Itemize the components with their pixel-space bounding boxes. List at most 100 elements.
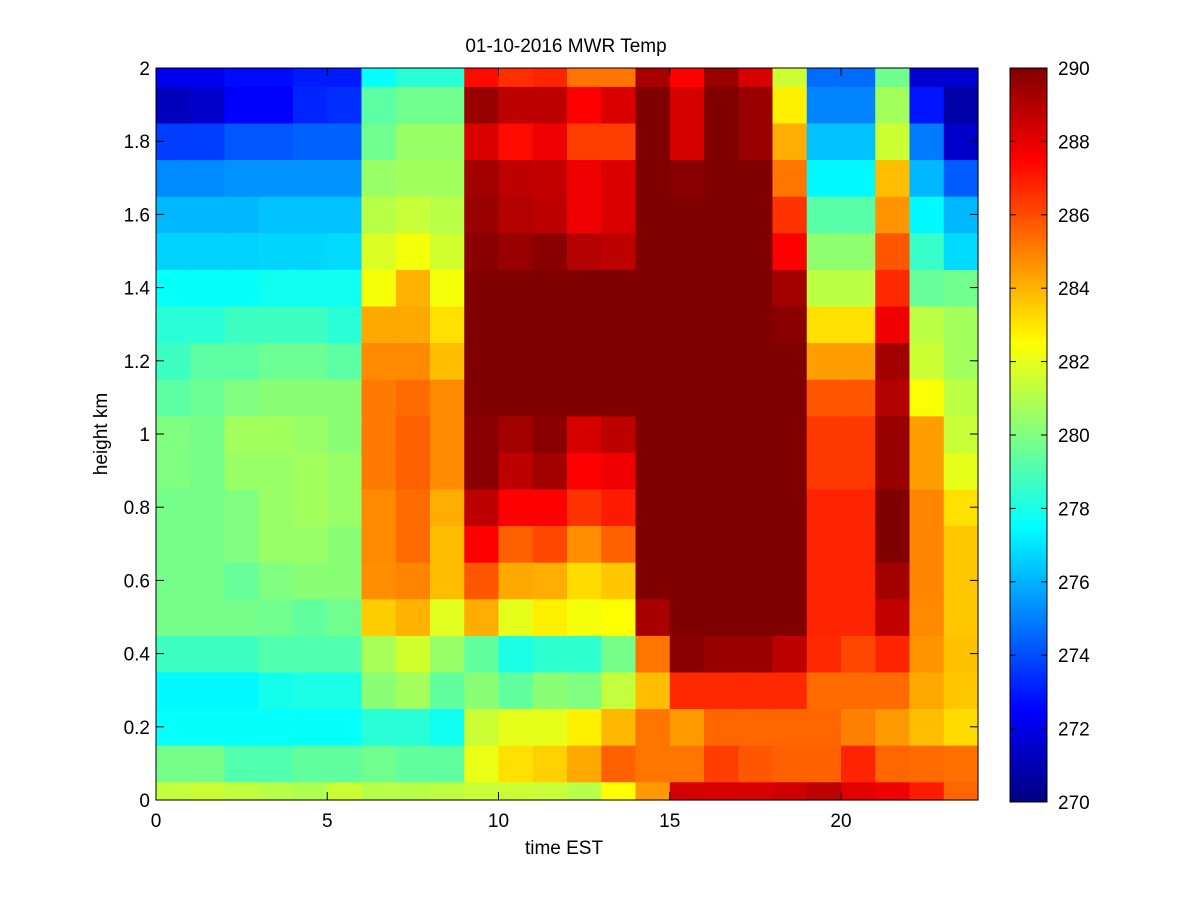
heatmap-cell [532, 781, 568, 801]
heatmap-cell [361, 305, 397, 344]
heatmap-cell [464, 159, 500, 197]
heatmap-cell [395, 122, 431, 161]
heatmap-cell [190, 232, 226, 270]
heatmap-cell [224, 196, 260, 234]
heatmap-cell [601, 598, 637, 636]
heatmap-cell [635, 671, 671, 710]
heatmap-cell [806, 196, 842, 234]
heatmap-cell [224, 525, 260, 563]
heatmap-cell [156, 781, 191, 801]
heatmap-cell [943, 232, 979, 270]
heatmap-cell [738, 68, 774, 87]
heatmap-cell [532, 452, 568, 490]
heatmap-cell [669, 525, 705, 563]
heatmap-cell [430, 708, 465, 746]
heatmap-cell [361, 708, 397, 746]
heatmap-cell [875, 745, 911, 783]
heatmap-cell [772, 342, 808, 380]
heatmap-cell [567, 379, 602, 417]
heatmap-cell [567, 342, 602, 380]
heatmap-cell [498, 745, 534, 783]
heatmap-cell [190, 452, 226, 490]
heatmap-cell [430, 671, 465, 710]
heatmap-cell [395, 635, 431, 673]
heatmap-cell [532, 745, 568, 783]
heatmap-cell [498, 562, 534, 600]
heatmap-cell [841, 708, 876, 746]
heatmap-cell [567, 598, 602, 636]
heatmap-cell [190, 269, 226, 307]
heatmap-cell [567, 452, 602, 490]
heatmap-cell [669, 269, 705, 307]
heatmap-cell [704, 635, 739, 673]
heatmap-cell [395, 598, 431, 636]
heatmap-cell [532, 415, 568, 453]
heatmap-cell [669, 781, 705, 801]
heatmap-cell [738, 671, 774, 710]
heatmap-cell [772, 159, 808, 197]
heatmap-cell [772, 196, 808, 234]
heatmap-cell [909, 415, 945, 453]
heatmap-cell [738, 745, 774, 783]
heatmap-cell [669, 415, 705, 453]
heatmap-cell [909, 671, 945, 710]
heatmap-cell [704, 562, 739, 600]
heatmap-cell [875, 452, 911, 490]
heatmap-cell [669, 671, 705, 710]
heatmap-cell [498, 708, 534, 746]
heatmap-cell [704, 159, 739, 197]
heatmap-cell [567, 562, 602, 600]
heatmap-cell [806, 598, 842, 636]
heatmap-cell [601, 122, 637, 161]
heatmap-cell [258, 781, 294, 801]
heatmap-cell [224, 305, 260, 344]
heatmap-cell [601, 488, 637, 527]
heatmap-cell [738, 525, 774, 563]
heatmap-cell [498, 635, 534, 673]
heatmap-cell [361, 525, 397, 563]
heatmap-cell [258, 269, 294, 307]
heatmap-cell [190, 86, 226, 124]
heatmap-cell [327, 562, 363, 600]
heatmap-cell [841, 159, 876, 197]
heatmap-cell [943, 452, 979, 490]
heatmap-cell [841, 379, 876, 417]
heatmap-cell [293, 232, 328, 270]
heatmap-cell [430, 635, 465, 673]
x-axis: 0 5 10 15 20 [151, 68, 852, 832]
heatmap-cell [635, 342, 671, 380]
heatmap-cell [430, 86, 465, 124]
heatmap-cell [258, 415, 294, 453]
heatmap-cell [464, 488, 500, 527]
y-tick-label: 1.8 [124, 132, 150, 153]
heatmap-cell [430, 488, 465, 527]
heatmap-cell [669, 86, 705, 124]
heatmap-cell [327, 68, 363, 87]
heatmap-cell [909, 525, 945, 563]
heatmap-cell [704, 415, 739, 453]
heatmap-cell [190, 562, 226, 600]
heatmap-cell [293, 269, 328, 307]
heatmap-cell [293, 415, 328, 453]
heatmap-cell [293, 68, 328, 87]
heatmap-cell [567, 415, 602, 453]
heatmap-cell [635, 635, 671, 673]
y-tick-label: 1.2 [124, 352, 150, 373]
heatmap-cell [601, 635, 637, 673]
heatmap-cell [738, 196, 774, 234]
heatmap-cell [258, 708, 294, 746]
heatmap-cell [156, 525, 191, 563]
heatmap-cell [361, 232, 397, 270]
heatmap-cell [704, 598, 739, 636]
heatmap-cell [841, 525, 876, 563]
heatmap-cell [498, 196, 534, 234]
heatmap-cell [635, 122, 671, 161]
heatmap-cell [224, 671, 260, 710]
y-tick-label: 0.8 [124, 498, 150, 519]
heatmap-cell [395, 488, 431, 527]
heatmap-cell [258, 379, 294, 417]
heatmap-cell [498, 269, 534, 307]
colorbar-tick-label: 274 [1058, 646, 1090, 667]
heatmap-cell [293, 635, 328, 673]
heatmap-cell [224, 562, 260, 600]
